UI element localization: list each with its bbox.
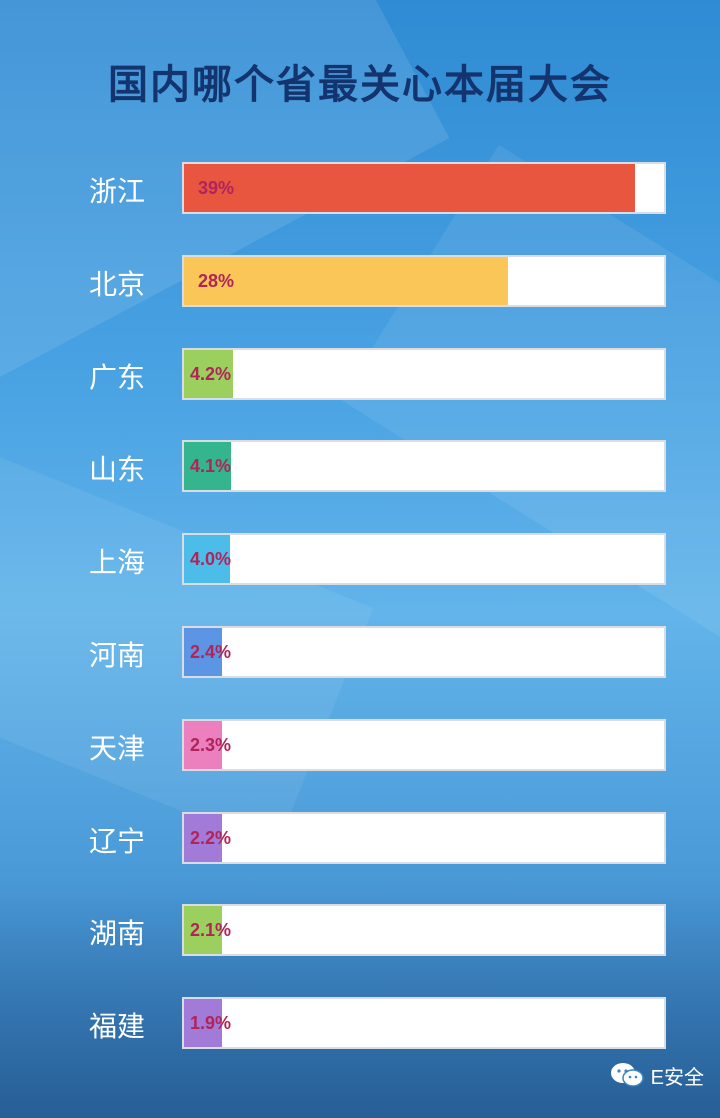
bar-track: 2.1% [182, 904, 666, 957]
category-label: 湖南 [88, 917, 145, 951]
bar [184, 720, 222, 769]
bar-value-label: 4.1% [190, 456, 232, 477]
bar [184, 164, 636, 212]
bar-value-label: 1.9% [190, 1013, 232, 1034]
bar-track: 39% [182, 162, 666, 214]
bar-track: 2.4% [182, 626, 666, 678]
bar-value-label: 2.4% [190, 642, 232, 662]
category-label: 北京 [88, 267, 145, 301]
bar [184, 349, 233, 398]
chart-title: 国内哪个省最关心本届大会 [108, 62, 612, 108]
watermark-text: E安全 [650, 1066, 704, 1089]
category-label: 上海 [88, 546, 145, 580]
category-label: 天津 [88, 731, 145, 765]
bar-value-label: 2.2% [190, 827, 232, 848]
bar-value-label: 4.0% [190, 549, 232, 570]
bar-track: 4.0% [182, 533, 666, 586]
bar-track: 4.1% [182, 440, 666, 493]
category-label: 辽宁 [88, 824, 145, 858]
category-label: 浙江 [88, 175, 145, 208]
bar-value-label: 28% [198, 270, 235, 291]
bar-value-label: 39% [198, 178, 235, 198]
bar-track: 28% [182, 254, 666, 307]
bar-value-label: 2.3% [190, 734, 232, 755]
bar-value-label: 2.1% [190, 920, 232, 941]
bar [184, 813, 222, 862]
bar [184, 442, 232, 491]
bar-track: 4.2% [182, 347, 666, 400]
category-label: 山东 [88, 453, 145, 487]
category-label: 河南 [88, 639, 145, 672]
bar [184, 535, 231, 584]
bar [184, 999, 222, 1048]
bar-track: 2.3% [182, 718, 666, 771]
bar [184, 628, 222, 676]
bar [184, 256, 508, 305]
wechat-icon [609, 1061, 645, 1089]
bar-track: 2.2% [182, 811, 666, 864]
bar-value-label: 4.2% [190, 363, 232, 384]
bar [184, 906, 222, 955]
bar-track: 1.9% [182, 997, 666, 1050]
background-stripe [340, 145, 720, 675]
category-label: 广东 [88, 360, 145, 394]
watermark: E安全 [609, 1058, 704, 1092]
category-label: 福建 [88, 1010, 145, 1044]
